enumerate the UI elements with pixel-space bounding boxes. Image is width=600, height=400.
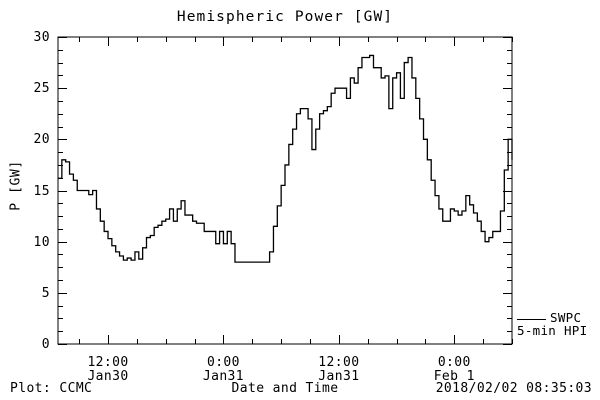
x-tick-label: 12:00 Jan30 <box>71 356 145 384</box>
x-tick-time: 0:00 <box>206 355 240 370</box>
x-tick-date: Jan31 <box>202 369 244 384</box>
x-tick-date: Feb 1 <box>433 369 475 384</box>
x-tick-label: 0:00 Feb 1 <box>417 356 491 384</box>
y-tick-label: 0 <box>41 337 50 352</box>
x-tick-date: Jan30 <box>87 369 129 384</box>
page-title: Hemispheric Power [GW] <box>176 9 394 25</box>
x-tick-label: 12:00 Jan31 <box>302 356 376 384</box>
y-axis-ticks <box>58 36 512 346</box>
y-tick-label: 10 <box>33 234 50 250</box>
legend-label-source: SWPC <box>550 310 582 325</box>
x-tick-date: Jan31 <box>318 369 360 384</box>
x-axis-ticks <box>79 37 513 344</box>
x-tick-time: 0:00 <box>437 355 471 370</box>
y-tick-label: 20 <box>33 132 50 148</box>
legend: SWPC 5-min HPI <box>517 310 600 338</box>
y-tick-label: 25 <box>33 81 50 97</box>
footer-plot-credit: Plot: CCMC <box>10 381 93 396</box>
data-series-swpc-hpi <box>58 54 513 263</box>
x-tick-time: 12:00 <box>87 355 129 370</box>
y-tick-label: 30 <box>33 30 50 45</box>
x-tick-time: 12:00 <box>318 355 360 370</box>
legend-line-swatch <box>517 319 546 320</box>
y-tick-label: 5 <box>41 285 50 301</box>
footer-timestamp: 2018/02/02 08:35:03 <box>435 381 592 396</box>
legend-label-product: 5-min HPI <box>517 323 588 338</box>
y-tick-label: 15 <box>33 183 50 199</box>
axis-frame <box>57 36 513 345</box>
x-tick-label: 0:00 Jan31 <box>186 356 260 384</box>
x-axis-title: Date and Time <box>231 381 339 396</box>
